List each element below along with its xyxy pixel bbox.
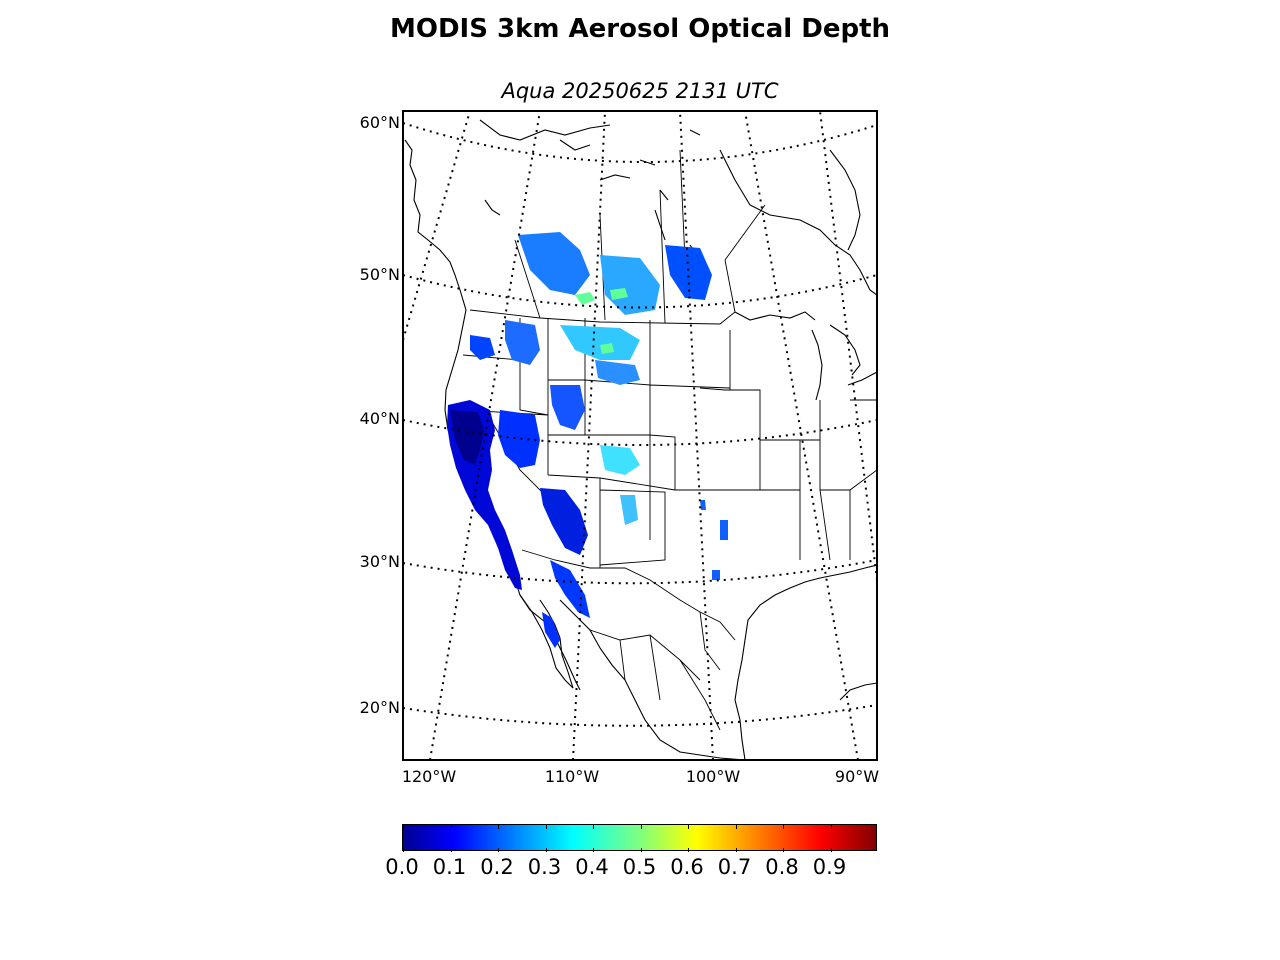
colorbar-gradient: [402, 824, 877, 851]
lon-label-100: 100°W: [685, 767, 741, 786]
aod-saskatchewan: [600, 255, 660, 315]
aod-alberta: [518, 232, 590, 295]
yucatan-coast: [839, 682, 877, 701]
aod-arizona: [540, 488, 588, 555]
colorbar-tick-label: 0.4: [575, 855, 609, 879]
aod-texas-specks: [700, 500, 728, 580]
lat-30: [403, 559, 877, 585]
map-frame: [402, 110, 878, 761]
lat-60: [403, 122, 877, 163]
hudson-bay-east: [829, 149, 861, 251]
gulf-coast: [734, 564, 877, 760]
lon-130: [403, 111, 471, 341]
aod-idaho: [505, 320, 540, 365]
aod-overlay: [447, 232, 728, 648]
colorbar-tick: [830, 825, 832, 852]
colorbar-tick-label: 0.8: [765, 855, 799, 879]
aod-sonora: [550, 560, 590, 618]
lon-label-90: 90°W: [834, 767, 880, 786]
colorbar-tick-label: 0.0: [385, 855, 419, 879]
lon-label-120: 120°W: [401, 767, 457, 786]
lake-superior: [734, 311, 816, 321]
pacific-coast: [404, 139, 581, 691]
colorbar-tick: [498, 825, 499, 852]
mexico-state-lines: [589, 611, 721, 731]
aod-manitoba: [665, 245, 712, 300]
colorbar-tick-label: 0.7: [717, 855, 752, 879]
colorbar-tick: [735, 825, 737, 852]
lake-erie: [847, 371, 877, 386]
lake-huron: [829, 324, 861, 376]
colorbar-tick-label: 0.6: [670, 855, 704, 879]
lat-50: [403, 274, 877, 309]
lat-40: [403, 419, 877, 446]
chart-subtitle: Aqua 20250625 2131 UTC: [501, 79, 779, 103]
lat-label-60: 60°N: [359, 113, 400, 132]
lon-90: [744, 111, 859, 760]
colorbar-tick-label: 0.3: [527, 855, 562, 879]
colorbar-tick: [783, 825, 784, 852]
lon-120: [429, 111, 541, 760]
aod-nm: [620, 495, 638, 525]
lat-label-50: 50°N: [359, 265, 400, 284]
colorbar: [402, 824, 877, 852]
aod-nevada: [498, 410, 540, 468]
chart-title: MODIS 3km Aerosol Optical Depth: [389, 14, 891, 44]
colorbar-tick-label: 0.5: [622, 855, 657, 879]
aod-colorado: [600, 445, 640, 475]
aod-washington: [470, 335, 495, 360]
lon-label-110: 110°W: [544, 767, 600, 786]
colorbar-tick: [688, 825, 689, 852]
colorbar-tick: [450, 825, 452, 852]
aod-baja-south: [542, 612, 560, 648]
lon-110: [572, 111, 606, 760]
colorbar-tick-label: 0.1: [432, 855, 467, 879]
graticule: [403, 111, 877, 760]
hudson-bay: [719, 149, 877, 296]
lat-label-40: 40°N: [359, 409, 400, 428]
borders: [462, 149, 877, 731]
baja-coast: [519, 594, 574, 689]
us-mexico-border: [521, 549, 736, 641]
colorbar-tick: [640, 825, 642, 852]
colorbar-tick: [545, 825, 547, 852]
colorbar-tick-label: 0.2: [480, 855, 514, 879]
us-canada-border: [469, 309, 736, 325]
colorbar-tick: [403, 825, 404, 852]
lake-michigan: [811, 329, 823, 401]
mexico-coast: [559, 599, 746, 760]
aod-green-patches: [575, 288, 628, 354]
arctic-islands: [479, 119, 701, 201]
lat-label-20: 20°N: [359, 698, 400, 717]
state-lines: [462, 318, 877, 568]
lat-20: [403, 704, 877, 727]
aod-utah: [550, 385, 585, 430]
colorbar-tick-label: 0.9: [812, 855, 847, 879]
aod-california-core: [450, 410, 484, 465]
lon-100: [679, 111, 714, 760]
aod-wyoming: [595, 360, 640, 385]
lat-label-30: 30°N: [359, 552, 400, 571]
aod-montana: [560, 325, 640, 360]
colorbar-tick: [593, 825, 594, 852]
lon-80: [819, 111, 877, 581]
